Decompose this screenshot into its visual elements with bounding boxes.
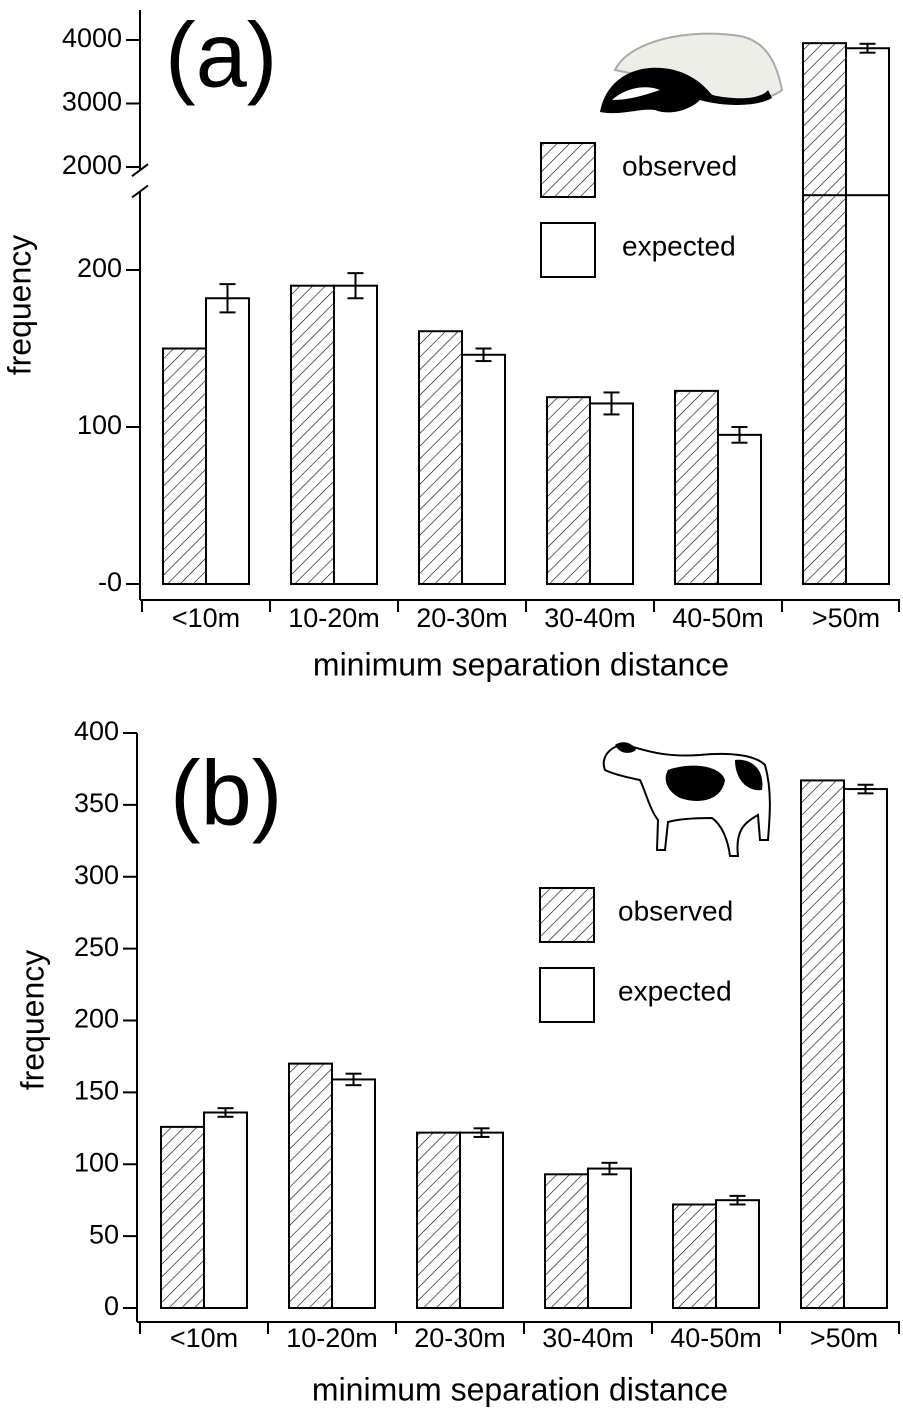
- bar: [845, 190, 890, 585]
- bar: [418, 330, 463, 586]
- y-tick-label: 150: [74, 1076, 119, 1106]
- x-tick-label: 40-50m: [670, 1323, 762, 1353]
- legend-label: observed: [622, 150, 737, 181]
- y-axis-label: frequency: [1, 235, 37, 376]
- x-tick-label: 30-40m: [542, 1323, 634, 1353]
- error-bar: [729, 1194, 746, 1206]
- legend-swatch: [540, 142, 596, 198]
- cow-icon: [602, 742, 771, 857]
- bar: [290, 284, 335, 585]
- error-bar: [345, 1072, 362, 1087]
- error-bar: [217, 1107, 234, 1118]
- y-tick-label: 50: [89, 1219, 119, 1249]
- bar: [331, 1078, 376, 1309]
- y-tick-label: 200: [77, 253, 122, 283]
- y-tick-label: 250: [74, 932, 119, 962]
- bar: [674, 389, 719, 586]
- y-tick-label: 350: [74, 788, 119, 818]
- panel-label: (b): [170, 742, 282, 844]
- bar: [802, 190, 847, 585]
- y-tick-label: 2000: [62, 150, 122, 180]
- bar: [672, 1203, 717, 1309]
- panel-label: (a): [165, 4, 277, 106]
- bar: [162, 347, 207, 585]
- error-bar: [601, 1161, 618, 1176]
- bar: [845, 47, 890, 197]
- error-bar: [475, 347, 492, 363]
- y-tick-label: 4000: [62, 23, 122, 53]
- badger-icon: [600, 32, 784, 114]
- bar: [333, 284, 378, 585]
- bar: [546, 396, 591, 586]
- error-bar: [731, 426, 748, 444]
- axis-break: [131, 184, 149, 199]
- x-axis-label: minimum separation distance: [312, 1371, 728, 1407]
- error-bar: [603, 391, 620, 416]
- x-tick-label: 30-40m: [544, 603, 636, 633]
- y-axis-label: frequency: [14, 950, 50, 1091]
- bar: [802, 42, 847, 197]
- bar: [203, 1111, 248, 1309]
- legend-label: expected: [622, 230, 736, 261]
- y-tick-label: 400: [74, 716, 119, 746]
- error-bar: [473, 1127, 490, 1138]
- bar: [416, 1131, 461, 1309]
- bar: [461, 353, 506, 585]
- bar: [800, 779, 845, 1309]
- bar: [587, 1167, 632, 1309]
- error-bar: [219, 283, 236, 314]
- bar: [544, 1173, 589, 1309]
- y-tick-label: 100: [77, 410, 122, 440]
- error-bar: [857, 783, 874, 795]
- x-axis-label: minimum separation distance: [313, 646, 729, 682]
- x-tick-label: 20-30m: [414, 1323, 506, 1353]
- x-tick-label: <10m: [172, 603, 240, 633]
- bar: [589, 402, 634, 586]
- bar: [843, 788, 888, 1309]
- axis-break: [131, 163, 149, 177]
- y-tick-label: 300: [74, 860, 119, 890]
- bar: [717, 433, 762, 585]
- x-tick-label: 10-20m: [288, 603, 380, 633]
- error-bar: [859, 42, 876, 54]
- error-bar: [347, 272, 364, 300]
- x-tick-label: >50m: [812, 603, 880, 633]
- y-tick-label: 0: [104, 1291, 119, 1321]
- x-tick-label: 10-20m: [286, 1323, 378, 1353]
- legend-label: expected: [618, 975, 732, 1006]
- legend-label: observed: [618, 895, 733, 926]
- legend-swatch: [539, 967, 595, 1023]
- x-tick-label: <10m: [170, 1323, 238, 1353]
- legend-swatch: [540, 222, 596, 278]
- y-tick-label: 100: [74, 1147, 119, 1177]
- x-tick-label: >50m: [810, 1323, 878, 1353]
- bar: [205, 297, 250, 585]
- bar: [288, 1062, 333, 1309]
- y-tick-label: 200: [74, 1004, 119, 1034]
- bar: [715, 1199, 760, 1309]
- y-tick-label: 3000: [62, 87, 122, 117]
- x-tick-label: 40-50m: [672, 603, 764, 633]
- bar: [160, 1125, 205, 1309]
- legend-swatch: [539, 887, 595, 943]
- bar: [459, 1131, 504, 1309]
- x-tick-label: 20-30m: [416, 603, 508, 633]
- y-tick-label: -0: [98, 567, 122, 597]
